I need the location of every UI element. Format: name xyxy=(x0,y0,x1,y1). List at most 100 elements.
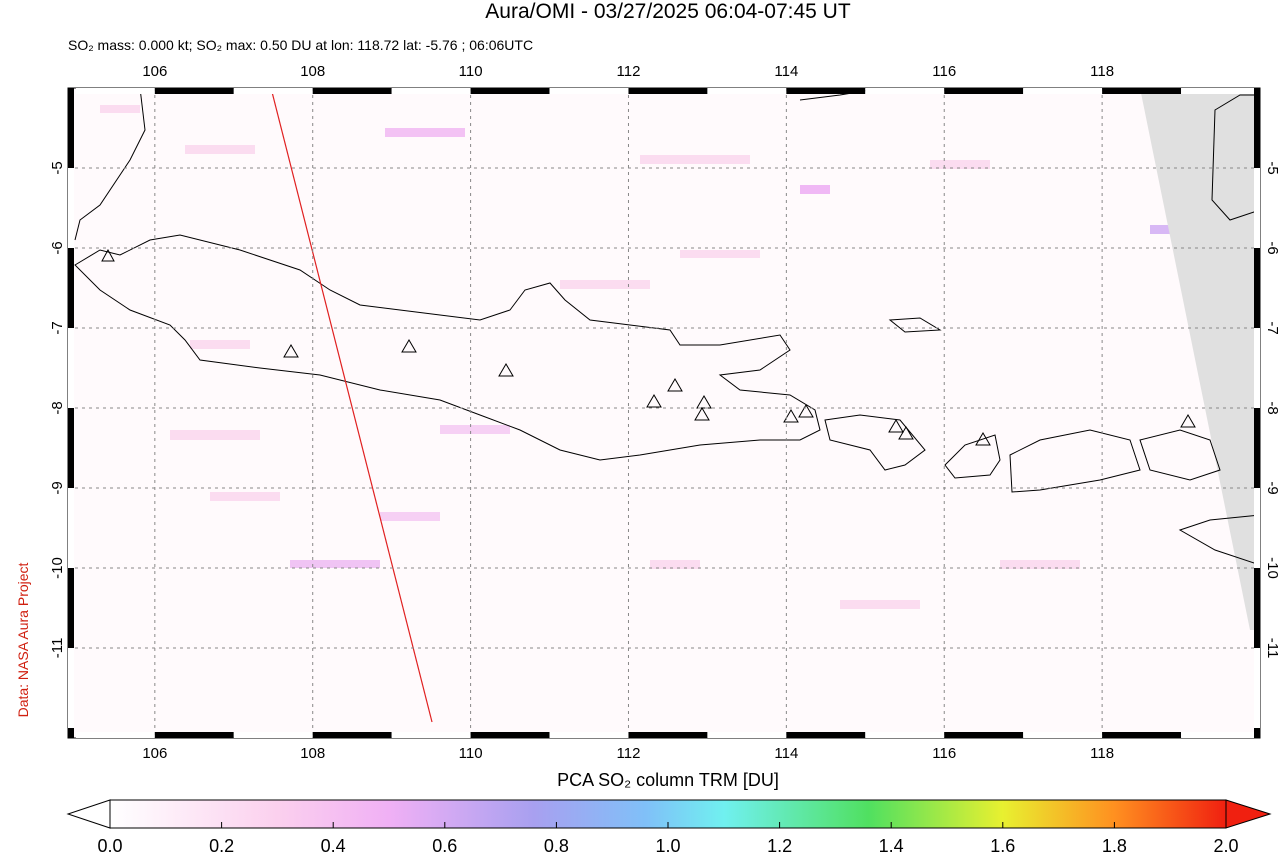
x-tick-label: 108 xyxy=(300,63,325,80)
y-tick-label: -5 xyxy=(49,161,66,174)
colorbar-label: PCA SO₂ column TRM [DU] xyxy=(557,770,779,790)
frame-bar xyxy=(68,248,74,328)
frame-bar xyxy=(68,328,74,408)
colorbar-tick-label: 1.6 xyxy=(990,836,1015,855)
frame-bar xyxy=(391,732,471,738)
x-tick-label: 118 xyxy=(1090,63,1114,80)
frame-bar xyxy=(68,728,74,738)
colorbar-high-arrow xyxy=(1225,799,1272,829)
subtitle: SO₂ mass: 0.000 kt; SO₂ max: 0.50 DU at … xyxy=(68,37,533,53)
frame-bar xyxy=(154,88,234,94)
y-tick-label: -8 xyxy=(1264,401,1281,414)
frame-bar xyxy=(75,732,155,738)
orbit-track xyxy=(270,88,433,723)
frame-bar xyxy=(470,732,550,738)
frame-bar xyxy=(628,732,708,738)
y-tick-label: -6 xyxy=(49,241,66,254)
colorbar-tick-label: 0.2 xyxy=(209,836,234,855)
frame-bar xyxy=(944,88,1024,94)
frame-bar xyxy=(233,732,313,738)
y-tick-label: -7 xyxy=(1264,321,1281,334)
x-tick-label: 110 xyxy=(459,745,483,762)
frame-bar xyxy=(75,88,155,94)
frame-bar xyxy=(68,648,74,728)
colorbar-tick-label: 1.0 xyxy=(655,836,680,855)
frame-bar xyxy=(1254,408,1260,488)
frame-bar xyxy=(68,568,74,648)
frame-bar xyxy=(1181,732,1260,738)
y-tick-label: -11 xyxy=(49,638,66,659)
frame-bar xyxy=(944,732,1024,738)
so2-pixels xyxy=(100,105,1170,609)
x-tick-label: 106 xyxy=(142,745,167,762)
frame-bar xyxy=(1254,88,1260,168)
colorbar-low-arrow xyxy=(66,799,111,829)
frame-bar xyxy=(786,88,866,94)
frame-bar xyxy=(1023,88,1103,94)
frame-bar xyxy=(68,408,74,488)
x-tick-label: 116 xyxy=(932,745,956,762)
frame-bar xyxy=(1254,488,1260,568)
y-tick-label: -5 xyxy=(1264,161,1281,174)
colorbar-tick-label: 1.8 xyxy=(1102,836,1127,855)
frame-bar xyxy=(154,732,234,738)
frame-bar xyxy=(1181,88,1260,94)
colorbar-tick-label: 0.8 xyxy=(544,836,569,855)
map-background xyxy=(68,88,1260,738)
frame-bar xyxy=(628,88,708,94)
x-tick-label: 108 xyxy=(300,745,325,762)
frame-bar xyxy=(1254,568,1260,648)
frame-bar xyxy=(233,88,313,94)
colorbar-tick-label: 0.4 xyxy=(321,836,346,855)
y-tick-label: -10 xyxy=(49,557,66,579)
y-tick-label: -8 xyxy=(49,401,66,414)
colorbar-tick-label: 0.0 xyxy=(97,836,122,855)
x-tick-label: 116 xyxy=(932,63,956,80)
x-tick-label: 112 xyxy=(617,63,641,80)
y-tick-label: -11 xyxy=(1264,638,1281,659)
x-tick-label: 114 xyxy=(774,63,798,80)
colorbar-tick-label: 2.0 xyxy=(1213,836,1238,855)
volcanoes xyxy=(101,248,1196,446)
frame-bar xyxy=(1254,728,1260,738)
frame-bar xyxy=(865,732,945,738)
frame-bar xyxy=(786,732,866,738)
frame-bar xyxy=(549,732,629,738)
frame-bar xyxy=(707,88,787,94)
frame-bar xyxy=(1254,328,1260,408)
credit: Data: NASA Aura Project xyxy=(15,562,31,717)
frame-bar xyxy=(68,168,74,248)
frame-bar xyxy=(707,732,787,738)
frame-bar xyxy=(470,88,550,94)
map-area xyxy=(68,88,1260,738)
frame-bar xyxy=(1254,168,1260,248)
frame-bar xyxy=(1023,732,1103,738)
y-tick-label: -10 xyxy=(1264,557,1281,579)
x-tick-label: 110 xyxy=(459,63,483,80)
y-tick-label: -7 xyxy=(49,321,66,334)
title: Aura/OMI - 03/27/2025 06:04-07:45 UT xyxy=(485,0,851,23)
y-tick-label: -6 xyxy=(1264,241,1281,254)
no-data-region xyxy=(1140,88,1260,630)
frame-bar xyxy=(1254,248,1260,328)
y-tick-label: -9 xyxy=(49,481,66,494)
frame-bar xyxy=(312,88,392,94)
frame-bar xyxy=(865,88,945,94)
x-tick-label: 114 xyxy=(774,745,798,762)
frame-bar xyxy=(1102,88,1182,94)
frame-bar xyxy=(391,88,471,94)
colorbar-tick-label: 1.4 xyxy=(879,836,904,855)
x-tick-label: 112 xyxy=(617,745,641,762)
frame-bar xyxy=(68,88,74,168)
frame-bar xyxy=(549,88,629,94)
colorbar-tick-label: 0.6 xyxy=(432,836,457,855)
frame-bar xyxy=(312,732,392,738)
colorbar-tick-label: 1.2 xyxy=(767,836,792,855)
frame-bar xyxy=(68,488,74,568)
frame-bar xyxy=(1102,732,1182,738)
y-tick-label: -9 xyxy=(1264,481,1281,494)
x-tick-label: 106 xyxy=(142,63,167,80)
x-tick-label: 118 xyxy=(1090,745,1114,762)
frame-bar xyxy=(1254,648,1260,728)
